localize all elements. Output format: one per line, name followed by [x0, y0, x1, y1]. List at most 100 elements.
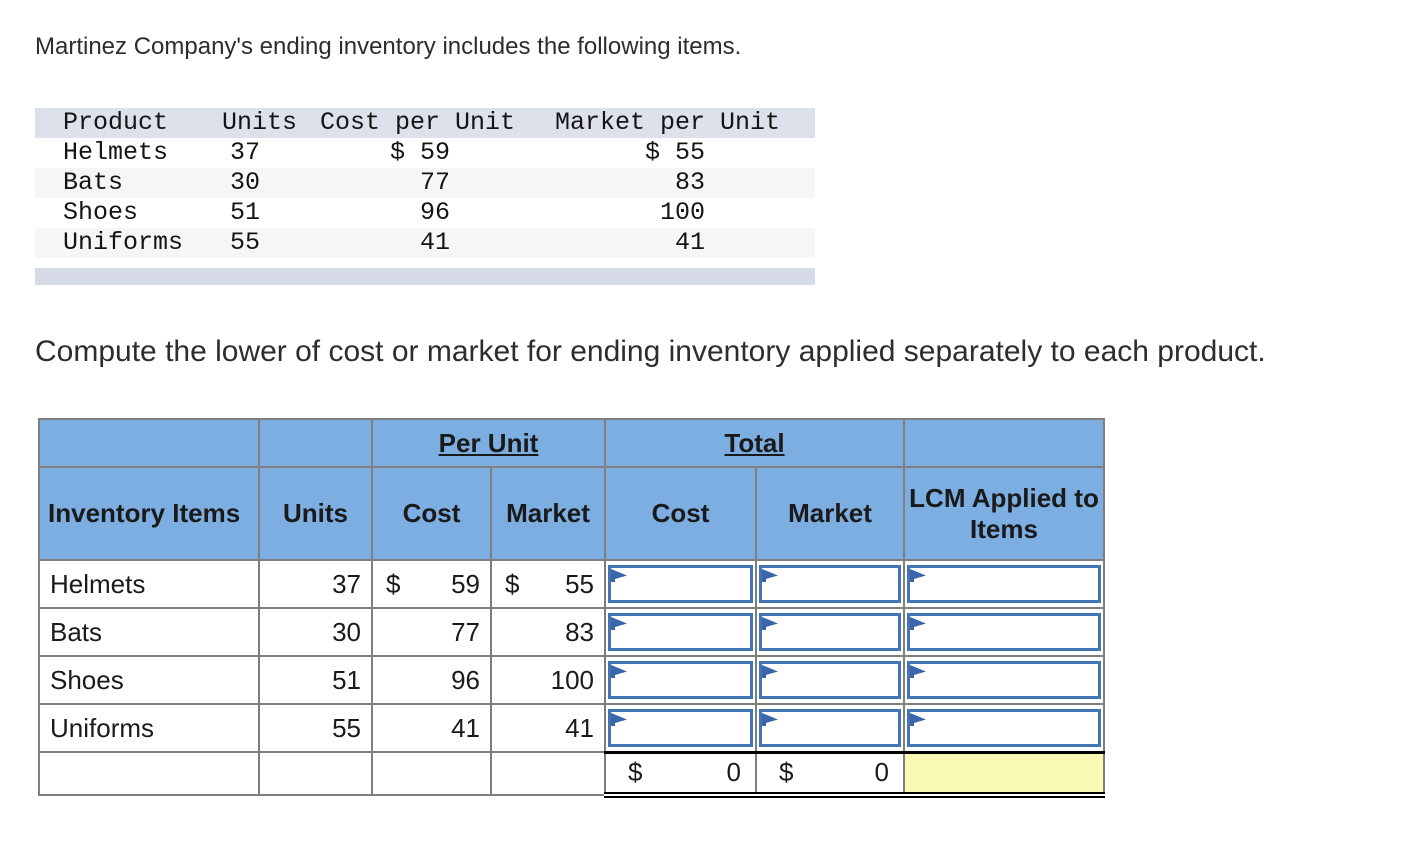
cost-per-unit-cell: 41 [371, 703, 492, 753]
blank-header-cell [903, 418, 1105, 468]
total-cost-input-cell [604, 559, 757, 609]
problem-title: Martinez Company's ending inventory incl… [35, 33, 742, 60]
total-cost-input[interactable] [608, 565, 753, 603]
market-value: 83 [565, 616, 594, 647]
units-value: 30 [230, 168, 261, 197]
source-row-shoes: Shoes 51 96 100 [35, 198, 815, 228]
header-market-per-unit: Market [490, 466, 606, 561]
total-cost-input-cell [604, 655, 757, 705]
worksheet-column-header-row: Inventory Items Units Cost Market Cost M… [38, 466, 1105, 561]
market-value: 100 [659, 198, 705, 227]
units-value: 55 [230, 228, 261, 257]
source-row-helmets: Helmets 37 $ 59 $ 55 [35, 138, 815, 168]
per-unit-label: Per Unit [438, 427, 539, 458]
worksheet-row-shoes: Shoes 51 96 100 [38, 655, 1105, 705]
total-market-value: 0 [874, 757, 889, 788]
input-flag-icon [910, 665, 926, 678]
lcm-input-cell [903, 655, 1105, 705]
worksheet-group-header-row: Per Unit Total [38, 418, 1105, 468]
total-market-input[interactable] [759, 661, 901, 699]
header-inventory-items: Inventory Items [38, 466, 260, 561]
input-flag-icon [762, 617, 778, 630]
input-flag-icon [910, 569, 926, 582]
product-name: Bats [63, 168, 124, 197]
header-cost-per-unit: Cost [371, 466, 492, 561]
item-cell: Bats [38, 607, 260, 657]
total-cost-input[interactable] [608, 661, 753, 699]
source-table-header-row: Product Units Cost per Unit Market per U… [35, 108, 815, 138]
source-row-bats: Bats 30 77 83 [35, 168, 815, 198]
cost-value: 41 [451, 712, 480, 743]
total-cost-input-cell [604, 607, 757, 657]
total-group-header: Total [604, 418, 905, 468]
input-flag-icon [910, 617, 926, 630]
cost-value: 41 [419, 228, 450, 257]
source-table-footer-bar [35, 268, 815, 285]
total-market-input[interactable] [759, 708, 901, 747]
total-market-input[interactable] [759, 565, 901, 603]
empty-cell [258, 751, 373, 796]
source-inventory-table: Product Units Cost per Unit Market per U… [35, 108, 815, 285]
lcm-input[interactable] [907, 613, 1101, 651]
total-cost-input[interactable] [608, 613, 753, 651]
dollar-sign: $ [628, 757, 643, 788]
input-flag-icon [611, 569, 627, 582]
input-flag-icon [611, 712, 627, 726]
lcm-input-cell [903, 559, 1105, 609]
dollar-sign: $ [505, 568, 520, 599]
worksheet-row-helmets: Helmets 37 $59 $55 [38, 559, 1105, 609]
header-cost-total: Cost [604, 466, 757, 561]
market-value: 41 [674, 228, 705, 257]
market-value: 100 [550, 664, 594, 695]
market-value: 41 [565, 712, 594, 743]
market-per-unit-cell: $55 [490, 559, 606, 609]
worksheet-total-row: $0 $0 [38, 750, 1105, 798]
cost-value: 59 [451, 568, 480, 599]
total-cost-input[interactable] [608, 708, 753, 747]
item-cell: Shoes [38, 655, 260, 705]
units-value: 51 [230, 198, 261, 227]
total-market-input-cell [755, 655, 905, 705]
lcm-input[interactable] [907, 661, 1101, 699]
page: Martinez Company's ending inventory incl… [35, 33, 1266, 798]
empty-cell [371, 751, 492, 796]
lcm-input[interactable] [907, 708, 1101, 747]
empty-cell [490, 751, 606, 796]
total-cost-input-cell [604, 703, 757, 753]
market-per-unit-cell: 41 [490, 703, 606, 753]
product-name: Shoes [63, 198, 139, 227]
market-value: 55 [565, 568, 594, 599]
cost-value: 96 [419, 198, 450, 227]
worksheet-row-uniforms: Uniforms 55 41 41 [38, 703, 1105, 753]
market-value: $ 55 [644, 138, 705, 167]
item-cell: Helmets [38, 559, 260, 609]
cost-value: 77 [451, 616, 480, 647]
source-header-units: Units [222, 108, 298, 137]
source-row-uniforms: Uniforms 55 41 41 [35, 228, 815, 258]
total-market-cell: $0 [755, 750, 905, 798]
input-flag-icon [910, 712, 926, 726]
total-market-input[interactable] [759, 613, 901, 651]
market-per-unit-cell: 100 [490, 655, 606, 705]
source-header-cost-per-unit: Cost per Unit [319, 108, 516, 137]
input-flag-icon [611, 617, 627, 630]
input-flag-icon [762, 665, 778, 678]
instruction-text: Compute the lower of cost or market for … [35, 335, 1266, 368]
cost-value: 96 [451, 664, 480, 695]
units-cell: 51 [258, 655, 373, 705]
units-cell: 55 [258, 703, 373, 753]
lcm-input-cell [903, 703, 1105, 753]
cost-per-unit-cell: $59 [371, 559, 492, 609]
input-flag-icon [762, 569, 778, 582]
cost-value: $ 59 [389, 138, 450, 167]
empty-cell [38, 751, 260, 796]
dollar-sign: $ [779, 757, 794, 788]
input-flag-icon [762, 712, 778, 726]
product-name: Helmets [63, 138, 169, 167]
cost-value: 77 [419, 168, 450, 197]
worksheet-row-bats: Bats 30 77 83 [38, 607, 1105, 657]
lcm-input[interactable] [907, 565, 1101, 603]
units-cell: 37 [258, 559, 373, 609]
cost-per-unit-cell: 96 [371, 655, 492, 705]
market-value: 83 [674, 168, 705, 197]
